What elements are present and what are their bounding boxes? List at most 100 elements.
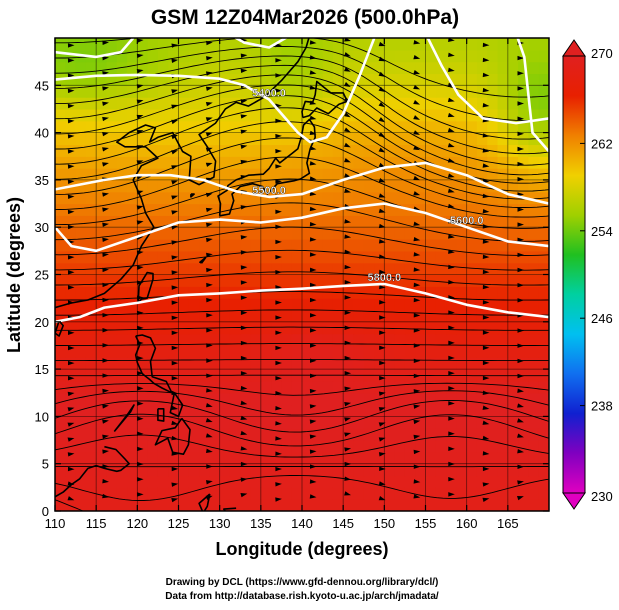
field-cell: [426, 405, 437, 417]
field-cell: [189, 239, 200, 251]
field-cell: [117, 487, 128, 499]
field-cell: [467, 38, 478, 50]
field-cell: [415, 357, 426, 369]
field-cell: [343, 476, 354, 488]
field-cell: [96, 38, 107, 50]
field-cell: [281, 310, 292, 322]
field-cell: [106, 133, 117, 145]
field-cell: [261, 487, 272, 499]
field-cell: [261, 38, 272, 50]
field-cell: [528, 464, 539, 476]
field-cell: [323, 168, 334, 180]
field-cell: [261, 452, 272, 464]
field-cell: [487, 464, 498, 476]
field-cell: [312, 215, 323, 227]
field-cell: [261, 416, 272, 428]
field-cell: [271, 275, 282, 287]
field-cell: [528, 416, 539, 428]
field-cell: [199, 156, 210, 168]
contour-label: 5400.0: [252, 88, 286, 100]
field-cell: [209, 239, 220, 251]
field-cell: [230, 345, 241, 357]
field-cell: [415, 499, 426, 511]
field-cell: [456, 416, 467, 428]
field-cell: [65, 133, 76, 145]
field-cell: [323, 440, 334, 452]
field-cell: [384, 38, 395, 50]
field-cell: [179, 428, 190, 440]
field-cell: [220, 345, 231, 357]
field-cell: [251, 121, 262, 133]
field-cell: [86, 322, 97, 334]
field-cell: [251, 298, 262, 310]
field-cell: [487, 499, 498, 511]
field-cell: [55, 85, 66, 97]
field-cell: [395, 464, 406, 476]
field-cell: [261, 251, 272, 263]
field-cell: [518, 416, 529, 428]
field-cell: [456, 334, 467, 346]
field-cell: [106, 381, 117, 393]
field-cell: [353, 215, 364, 227]
field-cell: [168, 476, 179, 488]
field-cell: [76, 227, 87, 239]
field-cell: [127, 464, 138, 476]
field-cell: [467, 416, 478, 428]
field-cell: [230, 275, 241, 287]
field-cell: [220, 357, 231, 369]
field-cell: [76, 334, 87, 346]
y-tick-label: 5: [42, 457, 49, 472]
field-cell: [498, 440, 509, 452]
field-cell: [456, 121, 467, 133]
field-cell: [292, 464, 303, 476]
field-cell: [281, 298, 292, 310]
field-cell: [384, 345, 395, 357]
field-cell: [281, 499, 292, 511]
field-cell: [230, 85, 241, 97]
field-cell: [456, 286, 467, 298]
field-cell: [86, 97, 97, 109]
field-cell: [333, 168, 344, 180]
field-cell: [189, 50, 200, 62]
field-cell: [446, 334, 457, 346]
field-cell: [76, 428, 87, 440]
field-cell: [230, 487, 241, 499]
field-cell: [436, 476, 447, 488]
field-cell: [498, 62, 509, 74]
field-cell: [189, 345, 200, 357]
field-cell: [323, 275, 334, 287]
field-cell: [446, 452, 457, 464]
field-cell: [333, 215, 344, 227]
field-cell: [106, 405, 117, 417]
field-cell: [55, 263, 66, 275]
field-cell: [415, 251, 426, 263]
field-cell: [127, 263, 138, 275]
field-cell: [281, 239, 292, 251]
field-cell: [343, 298, 354, 310]
field-cell: [467, 310, 478, 322]
field-cell: [179, 275, 190, 287]
field-cell: [209, 310, 220, 322]
field-cell: [395, 381, 406, 393]
field-cell: [508, 263, 519, 275]
field-cell: [508, 381, 519, 393]
field-cell: [230, 156, 241, 168]
field-cell: [456, 440, 467, 452]
field-cell: [456, 428, 467, 440]
field-cell: [343, 192, 354, 204]
field-cell: [323, 73, 334, 85]
field-cell: [539, 476, 550, 488]
field-cell: [508, 452, 519, 464]
field-cell: [539, 334, 550, 346]
field-cell: [508, 345, 519, 357]
field-cell: [220, 144, 231, 156]
field-cell: [395, 440, 406, 452]
field-cell: [498, 452, 509, 464]
field-cell: [117, 345, 128, 357]
field-cell: [487, 239, 498, 251]
field-cell: [518, 499, 529, 511]
field-cell: [86, 452, 97, 464]
field-cell: [426, 428, 437, 440]
y-tick-label: 25: [35, 268, 49, 283]
field-cell: [86, 428, 97, 440]
